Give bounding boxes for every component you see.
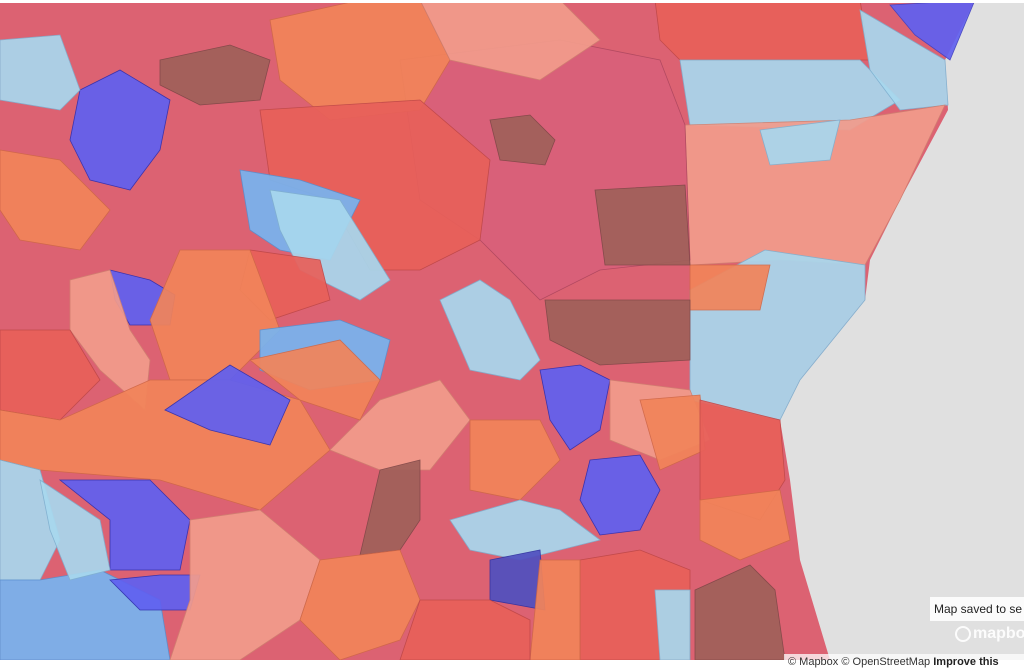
region [654,0,871,61]
region [269,189,391,301]
region [249,339,381,421]
region [594,184,691,266]
region [159,44,271,106]
region [654,589,691,661]
region [489,114,556,166]
region [544,299,691,366]
region [69,69,171,191]
region [689,264,771,311]
mapbox-logo[interactable]: mapbox [955,623,1024,645]
region [299,549,421,661]
attribution-mapbox[interactable]: © Mapbox [788,656,839,668]
attribution: © Mapbox © OpenStreetMap Improve this [784,654,1024,670]
region [439,279,541,381]
region [759,119,841,166]
region [419,0,601,81]
region [169,509,321,661]
region [58,479,191,571]
regions [0,0,976,661]
frame-edge [0,660,1024,670]
map-saved-notice: Map saved to se [930,597,1024,621]
logo-mark [955,626,971,642]
region [39,479,111,581]
logo-text: mapbox [973,625,1024,642]
region [449,499,601,561]
region [0,329,101,421]
region [0,149,111,251]
region [859,9,949,111]
region [694,564,786,661]
frame-edge [0,0,1024,3]
region [269,0,451,121]
region [579,454,661,536]
improve-link[interactable]: Improve this [933,656,999,668]
region [469,419,561,501]
region [164,364,291,446]
region [684,104,946,266]
region [0,34,81,111]
region [699,489,791,561]
region [539,364,611,451]
region [359,459,421,556]
region [399,599,531,661]
region [679,59,901,131]
attribution-osm[interactable]: © OpenStreetMap [841,656,931,668]
